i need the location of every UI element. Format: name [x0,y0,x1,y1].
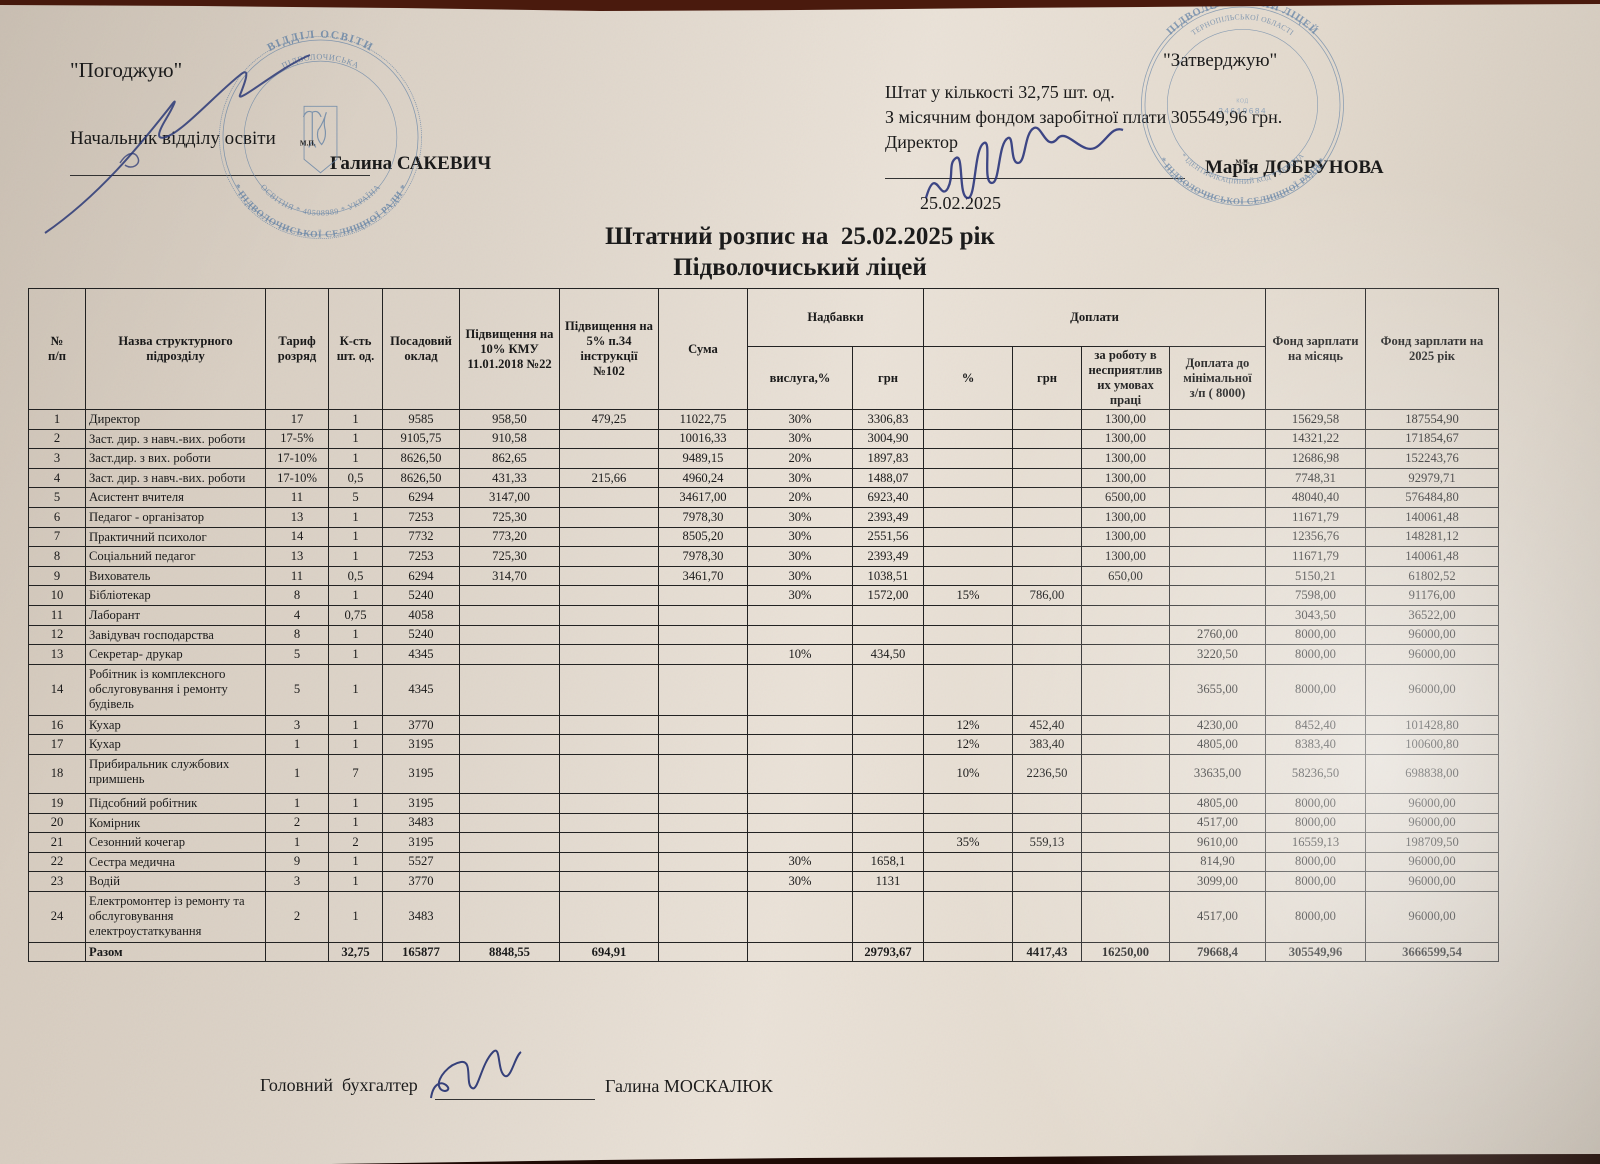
svg-text:ТЕРНОПІЛЬСЬКОЇ ОБЛАСТІ: ТЕРНОПІЛЬСЬКОЇ ОБЛАСТІ [1189,12,1295,37]
svg-text:КОД: КОД [1236,99,1248,105]
